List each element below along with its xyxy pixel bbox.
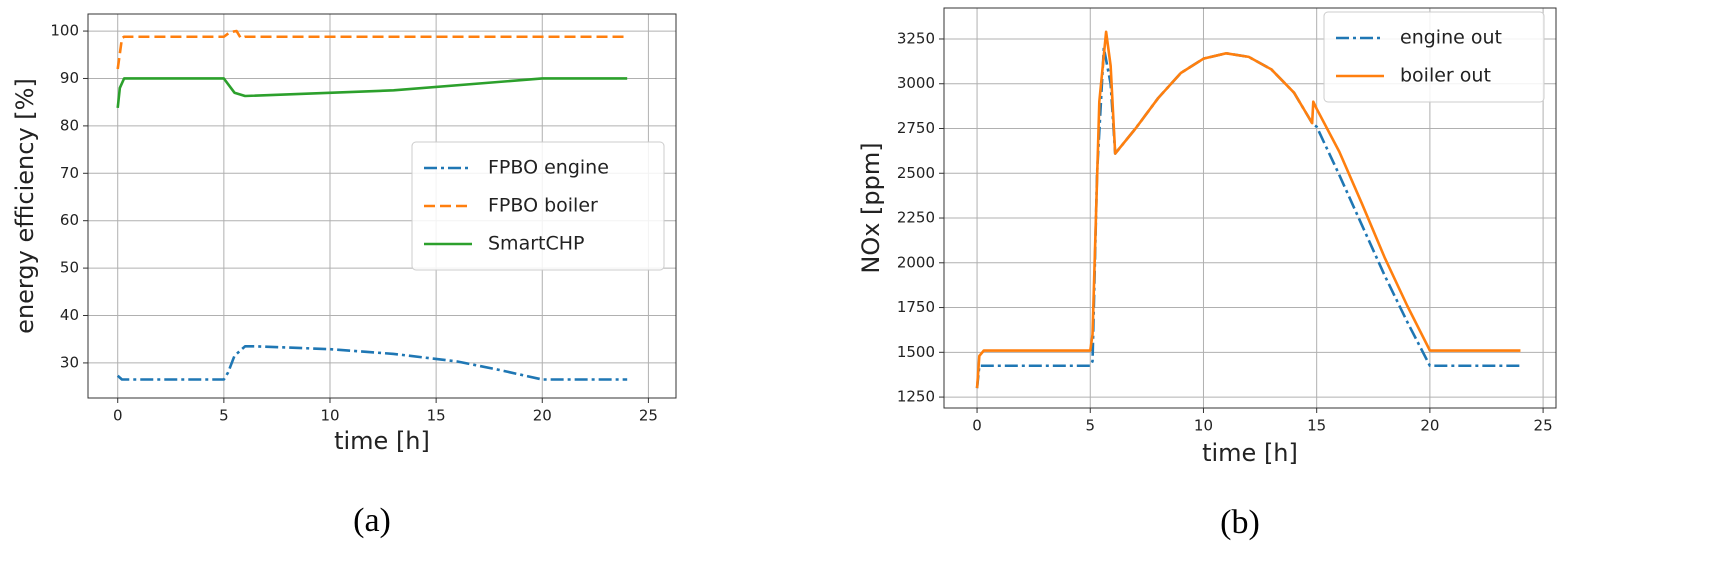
x-axis-label: time [h] [334,427,430,455]
plot-frame [87,13,677,399]
y-tick-label: 90 [60,69,79,87]
y-tick-label: 3000 [897,74,935,92]
y-tick-label: 100 [50,22,79,40]
legend-box [1323,11,1545,103]
x-tick-label: 20 [533,407,552,425]
plot-frame [943,7,1557,409]
data-line [116,345,628,381]
legend: engine out boiler out [1323,11,1545,103]
y-tick-label: 2750 [897,119,935,137]
x-tick-label: 0 [972,417,982,435]
legend-label: FPBO boiler [488,195,598,217]
x-tick-label: 0 [113,407,123,425]
x-axis-label: time [h] [1202,439,1298,467]
legend-label: engine out [1400,27,1502,49]
legend-label: boiler out [1400,65,1491,87]
x-tick-label: 25 [1534,417,1553,435]
y-tick-label: 2250 [897,209,935,227]
y-tick-label: 60 [60,211,79,229]
y-tick-label: 30 [60,353,79,371]
x-tick-label: 15 [427,407,446,425]
y-tick-label: 2000 [897,253,935,271]
y-axis-label: NOx [ppm] [857,142,885,273]
data-line [116,77,628,109]
caption: (a) [353,502,391,539]
y-tick-label: 40 [60,306,79,324]
data-line [116,29,628,70]
y-tick-label: 2500 [897,164,935,182]
x-tick-label: 15 [1307,417,1326,435]
legend-label: FPBO engine [488,157,609,179]
legend-box [411,141,665,271]
x-tick-label: 5 [219,407,229,425]
data-line [975,30,1521,389]
legend-label: SmartCHP [488,233,584,255]
x-tick-label: 25 [639,407,658,425]
y-tick-label: 80 [60,116,79,134]
y-tick-label: 1250 [897,388,935,406]
x-tick-label: 10 [1194,417,1213,435]
x-tick-label: 5 [1085,417,1095,435]
y-tick-label: 1500 [897,343,935,361]
x-tick-label: 20 [1420,417,1439,435]
y-tick-label: 1750 [897,298,935,316]
x-tick-label: 10 [320,407,339,425]
y-axis-label: energy efficiency [%] [11,78,39,334]
y-tick-label: 50 [60,259,79,277]
y-tick-label: 70 [60,164,79,182]
y-tick-label: 3250 [897,29,935,47]
caption: (b) [1220,504,1260,541]
legend: FPBO engine FPBO boiler SmartCHP [411,141,665,271]
